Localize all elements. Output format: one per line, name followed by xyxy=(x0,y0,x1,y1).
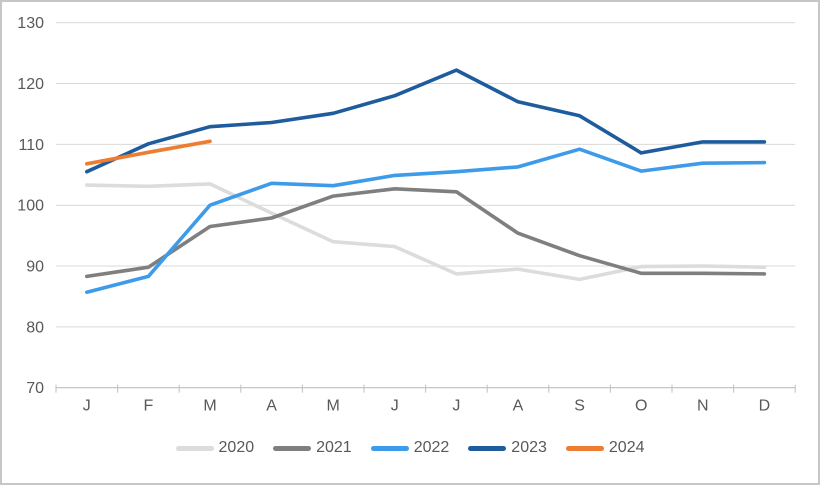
y-axis-label-100: 100 xyxy=(17,198,44,215)
y-axis-label-110: 110 xyxy=(18,137,44,154)
legend-label-2024: 2024 xyxy=(608,439,645,456)
legend-item-2024[interactable]: 2024 xyxy=(565,439,645,456)
legend-item-2023[interactable]: 2023 xyxy=(468,440,547,456)
x-axis-label-5: J xyxy=(391,398,399,415)
legend-line-swatch-icon xyxy=(175,445,214,451)
x-axis-label-4: M xyxy=(327,398,340,415)
y-axis-label-70: 70 xyxy=(26,380,44,397)
x-axis-label-3: A xyxy=(266,398,277,415)
x-axis-label-8: S xyxy=(574,398,585,415)
series-line-2021 xyxy=(85,187,767,279)
series-line-2022 xyxy=(85,147,767,295)
y-axis-label-90: 90 xyxy=(26,259,44,276)
legend-line-swatch-icon xyxy=(468,445,507,451)
legend-item-2021[interactable]: 2021 xyxy=(273,440,352,456)
legend-label-2023: 2023 xyxy=(511,439,547,456)
y-axis-label-130: 130 xyxy=(17,15,44,32)
x-axis-label-7: A xyxy=(513,398,524,415)
legend-line-swatch-icon xyxy=(273,445,312,451)
series-line-2024 xyxy=(85,139,212,166)
x-axis-label-1: F xyxy=(144,398,154,415)
x-axis-label-10: N xyxy=(697,398,709,415)
line-chart-plot-area: 70 80 90 100 110 120 130 J F M A M J J A S O N D xyxy=(17,15,796,415)
legend-item-2022[interactable]: 2022 xyxy=(370,439,450,456)
legend-label-2022: 2022 xyxy=(413,439,450,456)
legend-line-swatch-icon xyxy=(370,445,409,451)
legend-label-2020: 2020 xyxy=(218,439,255,456)
chart-legend: 2020 2021 2022 2023 2024 xyxy=(2,440,818,456)
y-axis-label-80: 80 xyxy=(26,319,44,336)
legend-label-2021: 2021 xyxy=(316,439,352,456)
legend-item-2020[interactable]: 2020 xyxy=(175,439,255,456)
series-line-2023 xyxy=(85,68,767,174)
x-axis-label-0: J xyxy=(83,398,91,415)
x-axis-label-11: D xyxy=(759,398,771,415)
series-line-2020 xyxy=(85,182,767,282)
legend-line-swatch-icon xyxy=(565,445,604,451)
x-axis-label-6: J xyxy=(452,398,460,415)
x-axis-label-9: O xyxy=(635,398,647,415)
y-axis-label-120: 120 xyxy=(17,76,44,93)
x-axis-label-2: M xyxy=(203,398,216,415)
